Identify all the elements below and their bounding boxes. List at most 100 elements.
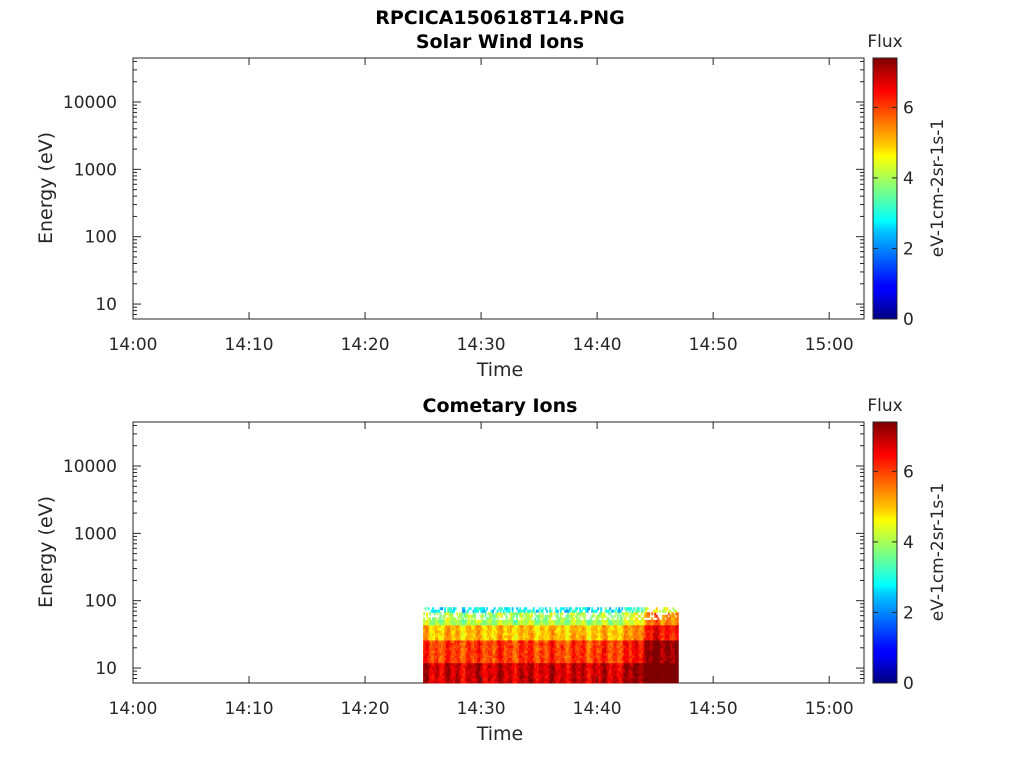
flux-cell [642, 677, 645, 681]
flux-cell [475, 637, 478, 641]
flux-cell [606, 670, 609, 674]
flux-cell [499, 665, 502, 669]
flux-cell [570, 632, 573, 636]
flux-cell [589, 619, 592, 623]
flux-cell [630, 642, 633, 646]
flux-cell [604, 652, 607, 656]
flux-cell [673, 665, 676, 669]
flux-cell [532, 642, 535, 646]
flux-cell [462, 609, 465, 613]
flux-cell [645, 645, 648, 649]
flux-cell [439, 632, 442, 636]
flux-cell [600, 660, 603, 664]
flux-cell [456, 612, 459, 616]
flux-cell [666, 662, 669, 666]
flux-cell [577, 627, 580, 631]
flux-cell [661, 627, 664, 631]
flux-cell [657, 629, 660, 633]
flux-cell [631, 677, 634, 681]
flux-cell [460, 624, 463, 628]
flux-cell [555, 657, 558, 661]
flux-cell [663, 670, 666, 674]
flux-cell [571, 632, 574, 636]
flux-cell [621, 667, 624, 671]
flux-cell [574, 657, 577, 661]
flux-cell [487, 657, 490, 661]
flux-cell [447, 622, 449, 626]
flux-cell [630, 670, 633, 674]
flux-cell [585, 672, 588, 676]
flux-cell [634, 640, 637, 643]
flux-cell [655, 609, 658, 613]
flux-cell [538, 629, 541, 633]
flux-cell [460, 655, 463, 659]
flux-cell [642, 650, 645, 654]
flux-cell [634, 672, 637, 676]
flux-cell [433, 680, 436, 684]
flux-cell [459, 675, 462, 679]
flux-cell [610, 657, 613, 661]
flux-cell [505, 650, 508, 654]
flux-cell [624, 629, 627, 633]
flux-cell [514, 650, 517, 654]
flux-cell [448, 662, 451, 666]
flux-cell [658, 624, 661, 628]
flux-cell [567, 640, 570, 643]
flux-cell [556, 642, 559, 646]
flux-cell [546, 642, 549, 646]
flux-cell [577, 667, 580, 671]
flux-cell [595, 667, 598, 671]
flux-cell [672, 652, 675, 656]
flux-cell [601, 657, 604, 661]
flux-cell [495, 640, 498, 643]
flux-cell [481, 614, 484, 618]
flux-cell [489, 619, 492, 623]
flux-cell [561, 652, 564, 656]
flux-cell [658, 637, 661, 641]
flux-cell [528, 675, 531, 679]
flux-cell [589, 640, 592, 643]
flux-cell [559, 627, 562, 631]
flux-cell [673, 640, 676, 643]
flux-cell [453, 609, 456, 613]
flux-cell [577, 652, 580, 656]
flux-cell [573, 622, 576, 626]
flux-cell [534, 612, 537, 616]
flux-cell [454, 675, 457, 679]
flux-cell [639, 640, 642, 643]
flux-cell [592, 645, 595, 649]
flux-cell [547, 629, 550, 633]
flux-cell [615, 662, 618, 666]
flux-cell [456, 632, 459, 636]
flux-cell [489, 629, 492, 633]
flux-cell [529, 672, 532, 676]
flux-cell [646, 665, 649, 669]
flux-cell [439, 665, 442, 669]
flux-cell [529, 660, 532, 664]
flux-cell [429, 652, 431, 656]
flux-cell [559, 614, 562, 618]
flux-cell [646, 640, 649, 643]
flux-cell [556, 609, 559, 613]
flux-cell [495, 660, 498, 664]
flux-cell [619, 662, 622, 666]
flux-cell [505, 647, 508, 651]
flux-cell [435, 680, 437, 684]
flux-cell [487, 642, 490, 646]
flux-cell [519, 677, 522, 681]
flux-cell [463, 672, 466, 676]
flux-cell [447, 642, 449, 646]
flux-cell [427, 677, 430, 681]
flux-cell [489, 657, 492, 661]
flux-cell [502, 647, 505, 651]
flux-cell [675, 617, 678, 621]
flux-cell [505, 619, 508, 623]
flux-cell [616, 652, 619, 656]
flux-cell [643, 632, 646, 636]
flux-cell [589, 647, 592, 651]
flux-cell [586, 609, 589, 613]
flux-cell [495, 647, 498, 651]
flux-cell [588, 657, 591, 661]
flux-cell [423, 665, 425, 669]
flux-cell [594, 677, 597, 681]
